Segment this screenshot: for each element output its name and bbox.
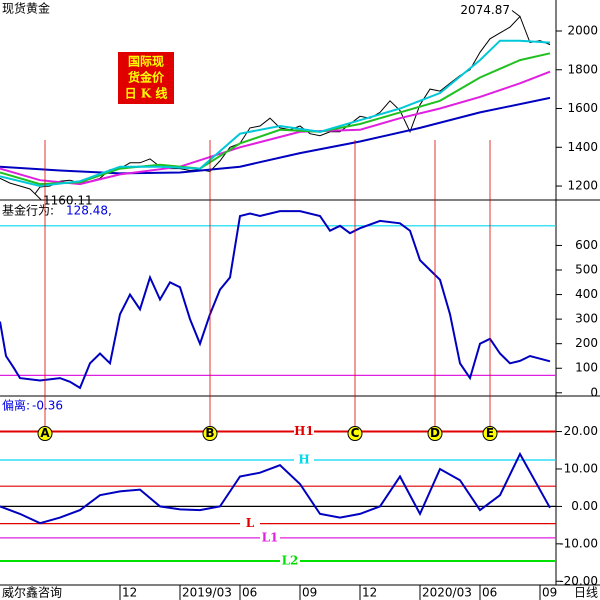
marker: [37, 426, 53, 442]
readout: -0.36: [32, 399, 63, 413]
y-tick-label: -10.00: [559, 536, 598, 550]
series-line: [0, 451, 551, 525]
annotation: 2074.87: [460, 3, 510, 17]
y-tick-label: 10.00: [564, 461, 598, 475]
y-tick-label: 1200: [567, 179, 598, 193]
readout: 128.48,: [66, 204, 112, 218]
panel-title: 现货黄金: [2, 1, 50, 16]
annotation: 1160.11: [43, 193, 93, 207]
x-tick-label: 12: [122, 586, 137, 600]
source: 威尔鑫咨询: [2, 585, 62, 600]
y-tick-label: 2000: [567, 24, 598, 38]
badge-text: 日 K 线: [125, 86, 168, 101]
reference-label-bg: [240, 516, 260, 531]
x-tick-label: 09: [542, 586, 557, 600]
y-tick-label: 1400: [567, 140, 598, 154]
marker-label: E: [486, 426, 494, 440]
marker: [482, 426, 498, 442]
reference-label: L2: [282, 554, 299, 568]
y-tick-label: 100: [575, 361, 598, 375]
reference-label: H: [298, 452, 309, 466]
y-tick-label: 200: [575, 336, 598, 350]
marker-label: B: [205, 426, 214, 440]
reference-label-bg: [260, 530, 280, 545]
reference-label-bg: [294, 452, 314, 467]
reference-label-bg: [280, 554, 300, 569]
annotation-pointer: [511, 10, 521, 17]
reference-label-bg: [294, 424, 314, 439]
x-tick-label: 2019/03: [182, 586, 232, 600]
x-tick-label: 06: [242, 586, 257, 600]
reference-label: H1: [294, 424, 314, 438]
y-tick-label: 400: [575, 287, 598, 301]
y-tick-label: 20.00: [564, 424, 598, 438]
badge-box: [118, 52, 174, 104]
series-line: [0, 210, 551, 390]
y-tick-label: 300: [575, 312, 598, 326]
series-line: [0, 39, 551, 188]
y-tick-label: 1600: [567, 101, 598, 115]
y-tick-label: 0: [590, 385, 598, 399]
x-tick-label: 12: [362, 586, 377, 600]
marker: [427, 426, 443, 442]
marker-label: D: [430, 426, 440, 440]
marker-label: A: [40, 426, 50, 440]
y-tick-label: 600: [575, 238, 598, 252]
series-line: [0, 52, 551, 186]
badge-text: 国际现: [128, 55, 164, 69]
x-tick-label: 09: [302, 586, 317, 600]
y-tick-label: 0.00: [571, 499, 598, 513]
series-line: [0, 96, 551, 175]
reference-label: L1: [262, 530, 279, 544]
x-tick-label: 2020/03: [422, 586, 472, 600]
period: 日线: [574, 586, 598, 600]
reference-label: L: [246, 516, 255, 530]
y-tick-label: -20.00: [559, 574, 598, 588]
marker-label: C: [351, 426, 360, 440]
marker: [347, 426, 363, 442]
annotation-pointer: [34, 193, 42, 201]
x-tick-label: 06: [482, 586, 497, 600]
y-tick-label: 1800: [567, 62, 598, 76]
panel-title: 基金行为:: [2, 203, 54, 218]
y-tick-label: 500: [575, 263, 598, 277]
panel-title: 偏离:: [2, 398, 30, 413]
marker: [202, 426, 218, 442]
badge-text: 货金价: [128, 70, 165, 85]
